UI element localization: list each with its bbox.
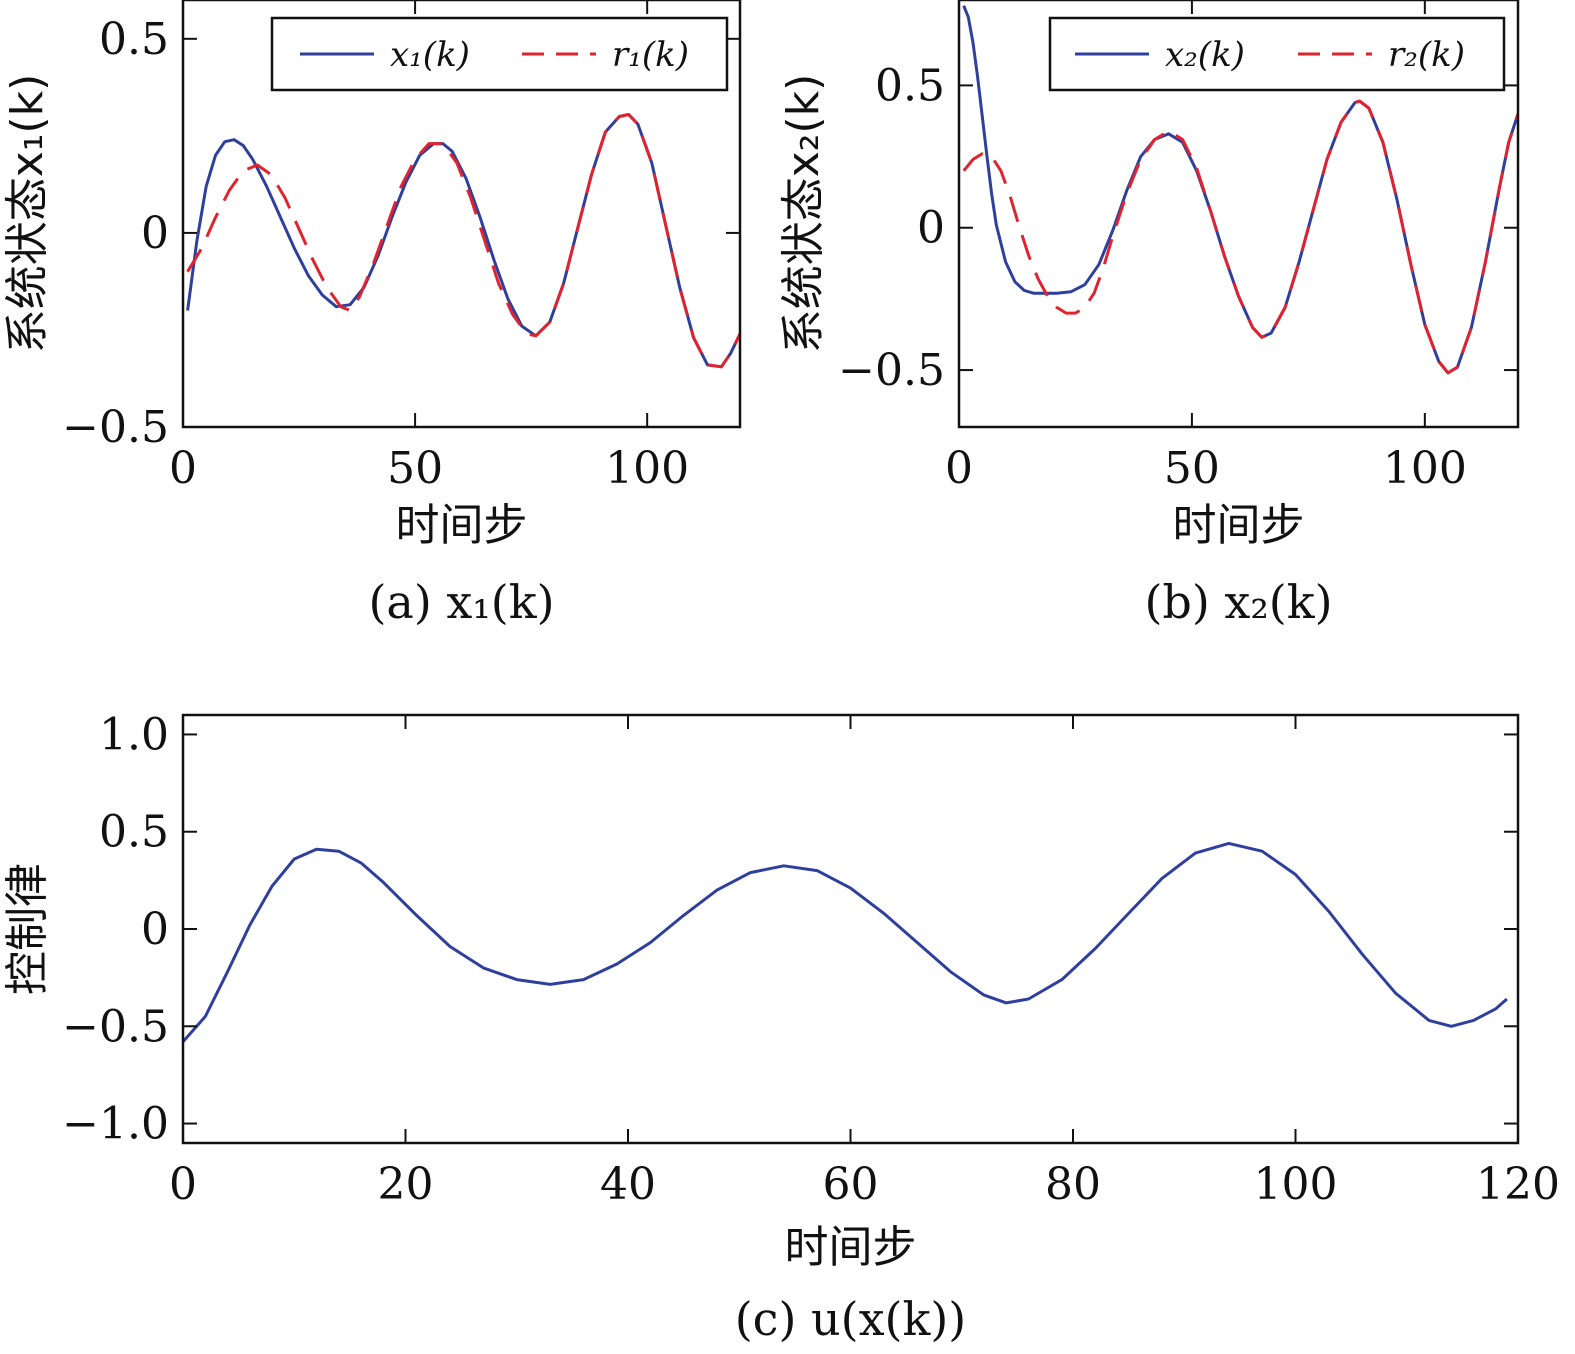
y-axis-label: 控制律 (2, 863, 53, 995)
x-tick-label: 50 (387, 443, 443, 494)
x-tick-label: 40 (600, 1159, 656, 1210)
series-group (186, 113, 740, 369)
y-axis-label: 系统状态x₁(k) (2, 74, 53, 354)
y-tick-label: 0.5 (99, 807, 169, 858)
x-axis-label: 时间步 (1173, 500, 1305, 551)
y-tick-label: 1.0 (99, 709, 169, 760)
legend-entry-label: r₂(k) (1388, 35, 1465, 75)
x-tick-label: 100 (1254, 1159, 1338, 1210)
series-line-state (186, 113, 740, 369)
chart-panel-c: 0 20 40 60 80 100 120 −1.0 −0.5 0 0.5 1.0 时间步 控制律 (c) … (2, 709, 1560, 1346)
x-tick-label: 0 (169, 443, 197, 494)
y-tick-label: −0.5 (62, 1001, 169, 1052)
y-tick-label: 0 (917, 203, 945, 254)
x-tick-label: 0 (945, 443, 973, 494)
x-tick-label: 60 (823, 1159, 879, 1210)
legend: x₁(k) r₁(k) (270, 16, 729, 92)
legend-entry-label: x₁(k) (390, 35, 470, 75)
y-tick-label: 0 (141, 904, 169, 955)
series-group (962, 5, 1518, 375)
legend-box (1048, 16, 1506, 92)
legend-entry-label: x₂(k) (1165, 35, 1245, 75)
x-tick-label: 0 (169, 1159, 197, 1210)
y-tick-label: −0.5 (62, 402, 169, 453)
subfigure-caption: (c) u(x(k)) (735, 1292, 967, 1346)
plot-frame (181, 0, 742, 429)
x-tick-label: 80 (1045, 1159, 1101, 1210)
x-tick-label: 100 (1383, 443, 1467, 494)
legend: x₂(k) r₂(k) (1048, 16, 1506, 92)
series-group (183, 841, 1508, 1043)
x-tick-label: 120 (1476, 1159, 1560, 1210)
plot-frame (181, 713, 1520, 1145)
y-tick-label: 0 (141, 208, 169, 259)
series-line-reference (962, 99, 1518, 375)
x-axis-label: 时间步 (396, 500, 528, 551)
x-tick-label: 50 (1164, 443, 1220, 494)
y-tick-label: −0.5 (838, 345, 945, 396)
legend-entry-label: r₁(k) (612, 35, 689, 75)
y-tick-label: −1.0 (62, 1099, 169, 1150)
series-line-reference (186, 113, 740, 369)
series-line-state (962, 5, 1518, 375)
subfigure-caption: (a) x₁(k) (368, 575, 554, 629)
y-tick-label: 0.5 (875, 60, 945, 111)
plot-frame (957, 0, 1520, 429)
x-tick-label: 20 (378, 1159, 434, 1210)
series-line-state (183, 841, 1508, 1043)
x-tick-label: 100 (605, 443, 689, 494)
subfigure-caption: (b) x₂(k) (1144, 575, 1332, 629)
y-axis-label: 系统状态x₂(k) (778, 74, 829, 354)
y-tick-label: 0.5 (99, 14, 169, 65)
x-axis-label: 时间步 (785, 1222, 917, 1273)
